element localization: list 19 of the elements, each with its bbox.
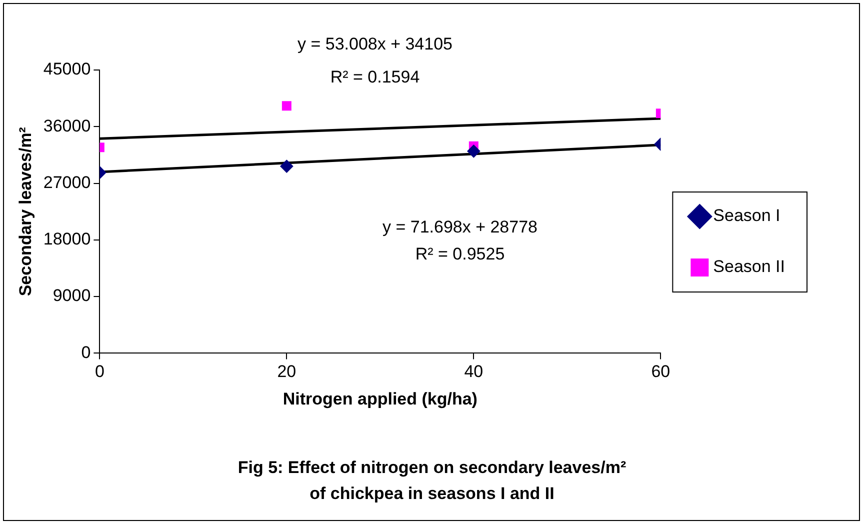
text: Fig 5: Effect of nitrogen on secondary leaves/m² of chickpea in seasons I and II (236, 457, 628, 505)
legend-label: Season II (713, 257, 785, 276)
annotation: y = 71.698x + 28778 (382, 218, 538, 237)
x-tick-label: 40 (464, 362, 484, 382)
y-tick-label: 0 (81, 342, 91, 362)
y-tick-label: 9000 (52, 286, 91, 306)
y-tick-label: 27000 (43, 172, 91, 192)
y-tick-label: 18000 (43, 230, 91, 249)
x-tick-label: 0 (94, 362, 104, 382)
annotation: R² = 0.9525 (415, 244, 505, 264)
x-tick-label: 20 (277, 362, 296, 382)
annotation: R² = 0.1594 (330, 68, 420, 87)
legend-label: Season I (713, 206, 780, 226)
y-tick-label: 45000 (43, 60, 91, 79)
y-axis-title: Secondary leaves/m² (16, 126, 35, 296)
x-axis-title: Nitrogen applied (kg/ha) (282, 389, 478, 408)
x-tick-label: 60 (651, 362, 670, 382)
text: y = 53.008x + 34105 (297, 34, 453, 54)
y-tick-label: 36000 (43, 116, 91, 136)
